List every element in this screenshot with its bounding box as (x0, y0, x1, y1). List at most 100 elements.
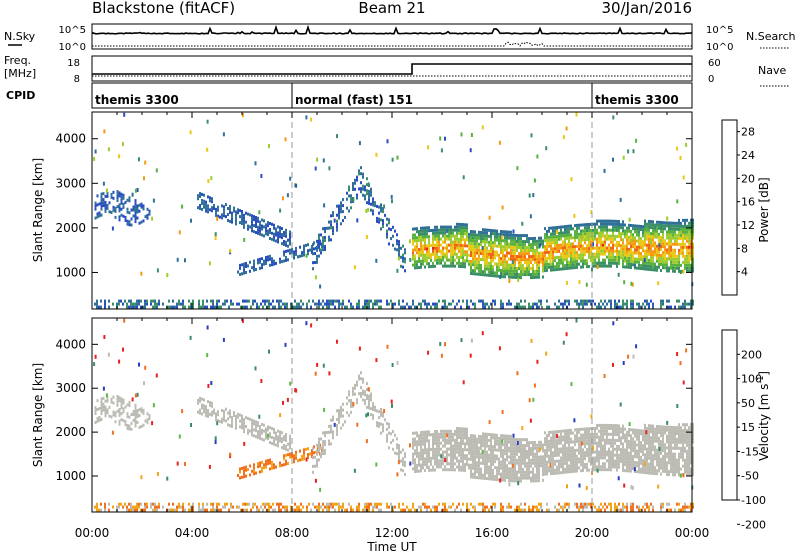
power-cell (271, 263, 273, 267)
power-cell (122, 193, 125, 197)
power-cell (518, 234, 520, 238)
power-cell (146, 216, 149, 220)
velocity-cell (518, 441, 520, 445)
power-cell (390, 194, 393, 199)
power-cell (660, 248, 662, 251)
power-cell (488, 267, 490, 271)
power-cell (285, 234, 287, 238)
power-cell (506, 251, 508, 255)
velocity-cell (496, 439, 498, 443)
velocity-cell (271, 436, 273, 439)
velocity-cell (418, 437, 420, 441)
velocity-cell (342, 414, 344, 418)
velocity-cell (520, 453, 522, 456)
power-cell (482, 240, 484, 244)
velocity-cell (285, 435, 287, 439)
velocity-cell (404, 472, 406, 476)
velocity-cell (538, 443, 540, 447)
power-cell (648, 264, 650, 268)
power-cell (462, 175, 465, 180)
power-cell (642, 228, 644, 232)
velocity-cell (488, 438, 490, 442)
velocity-cell (596, 465, 598, 469)
power-cell (382, 219, 384, 223)
power-cell (692, 236, 694, 240)
power-cell (136, 204, 139, 208)
velocity-cell (510, 479, 512, 483)
power-cell (603, 168, 606, 173)
velocity-cell (526, 438, 528, 442)
power-cell (630, 299, 632, 303)
power-cell (534, 257, 536, 261)
velocity-cell (572, 452, 574, 456)
power-cell (562, 231, 564, 235)
power-cell (608, 222, 610, 226)
power-cell (674, 227, 676, 231)
power-cell (564, 240, 566, 244)
velocity-cell (448, 441, 450, 445)
velocity-cell (223, 412, 225, 416)
velocity-cell (512, 467, 514, 471)
velocity-cell (544, 466, 546, 470)
velocity-cell (340, 408, 342, 412)
power-cell (420, 265, 422, 269)
power-cell (514, 257, 516, 261)
power-cell (602, 225, 604, 229)
power-cell (498, 253, 500, 257)
power-cell (682, 242, 684, 246)
power-cell (332, 302, 334, 306)
velocity-cell (440, 465, 442, 469)
power-cell (564, 231, 566, 235)
velocity-cell (562, 468, 564, 471)
velocity-cell (494, 454, 496, 458)
power-cell (500, 236, 502, 239)
power-cell (190, 218, 192, 223)
velocity-cell (320, 452, 322, 456)
power-cell (460, 247, 462, 250)
power-cell (285, 228, 287, 232)
power-cell (643, 258, 646, 263)
velocity-cell (271, 463, 273, 467)
velocity-cell (470, 454, 472, 458)
power-cell (498, 238, 500, 242)
power-cell (528, 237, 530, 241)
power-cell (292, 305, 294, 309)
velocity-cell (530, 447, 532, 450)
velocity-cell (586, 430, 588, 434)
power-cell (506, 272, 508, 276)
power-cell (660, 260, 662, 263)
power-cell (514, 245, 516, 249)
power-cell (305, 115, 308, 120)
power-cell (484, 240, 486, 244)
velocity-cell (454, 447, 456, 451)
power-cell (295, 252, 297, 256)
velocity-cell (221, 409, 223, 412)
velocity-cell (468, 439, 470, 443)
power-cell (312, 267, 314, 271)
velocity-cell (269, 435, 271, 439)
velocity-cell (118, 396, 121, 400)
power-cell (562, 255, 564, 259)
power-cell (476, 248, 478, 252)
noise-sky-line (91, 24, 692, 35)
velocity-cell (548, 439, 550, 443)
power-cell (594, 261, 596, 265)
velocity-cell (520, 450, 522, 453)
velocity-cell (342, 402, 344, 406)
power-cell (456, 243, 458, 247)
power-cell (556, 268, 558, 271)
power-cell (564, 237, 566, 241)
power-cell (521, 221, 524, 226)
power-cell (235, 210, 237, 214)
power-cell (98, 214, 101, 218)
power-cell (674, 242, 676, 246)
power-cell (231, 214, 233, 218)
velocity-cell (432, 442, 434, 445)
velocity-cell (209, 403, 211, 407)
power-cell (434, 243, 436, 247)
power-cell (508, 230, 510, 234)
velocity-cell (560, 462, 562, 466)
power-cell (598, 302, 600, 306)
velocity-cell (311, 449, 313, 452)
